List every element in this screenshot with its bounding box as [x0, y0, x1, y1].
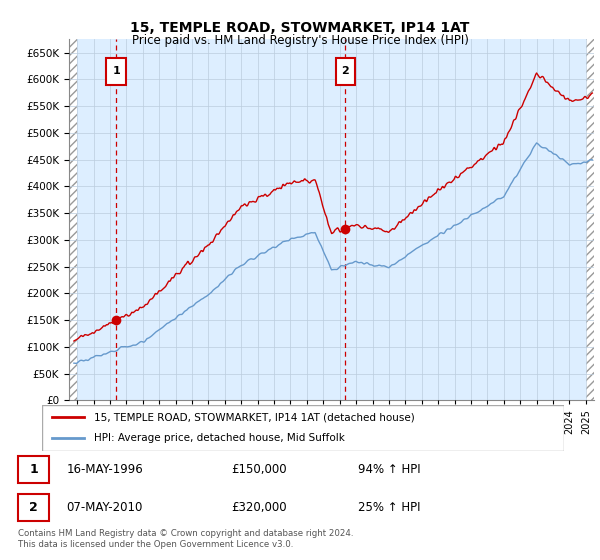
Text: Price paid vs. HM Land Registry's House Price Index (HPI): Price paid vs. HM Land Registry's House … [131, 34, 469, 46]
FancyBboxPatch shape [106, 58, 126, 85]
FancyBboxPatch shape [18, 456, 49, 483]
Text: 2: 2 [341, 66, 349, 76]
Text: HPI: Average price, detached house, Mid Suffolk: HPI: Average price, detached house, Mid … [94, 433, 345, 444]
Text: 1: 1 [112, 66, 120, 76]
Text: 1: 1 [29, 463, 38, 476]
Text: 16-MAY-1996: 16-MAY-1996 [67, 463, 143, 476]
Bar [586, 39, 594, 400]
Text: 07-MAY-2010: 07-MAY-2010 [67, 501, 143, 514]
Text: 15, TEMPLE ROAD, STOWMARKET, IP14 1AT: 15, TEMPLE ROAD, STOWMARKET, IP14 1AT [130, 21, 470, 35]
Text: Contains HM Land Registry data © Crown copyright and database right 2024.
This d: Contains HM Land Registry data © Crown c… [18, 529, 353, 549]
Text: 2: 2 [29, 501, 38, 514]
Bar [69, 39, 77, 400]
Text: £320,000: £320,000 [231, 501, 287, 514]
Text: 15, TEMPLE ROAD, STOWMARKET, IP14 1AT (detached house): 15, TEMPLE ROAD, STOWMARKET, IP14 1AT (d… [94, 412, 415, 422]
FancyBboxPatch shape [42, 405, 564, 451]
FancyBboxPatch shape [335, 58, 355, 85]
Text: 94% ↑ HPI: 94% ↑ HPI [358, 463, 420, 476]
FancyBboxPatch shape [18, 494, 49, 521]
Text: 25% ↑ HPI: 25% ↑ HPI [358, 501, 420, 514]
Text: £150,000: £150,000 [231, 463, 287, 476]
